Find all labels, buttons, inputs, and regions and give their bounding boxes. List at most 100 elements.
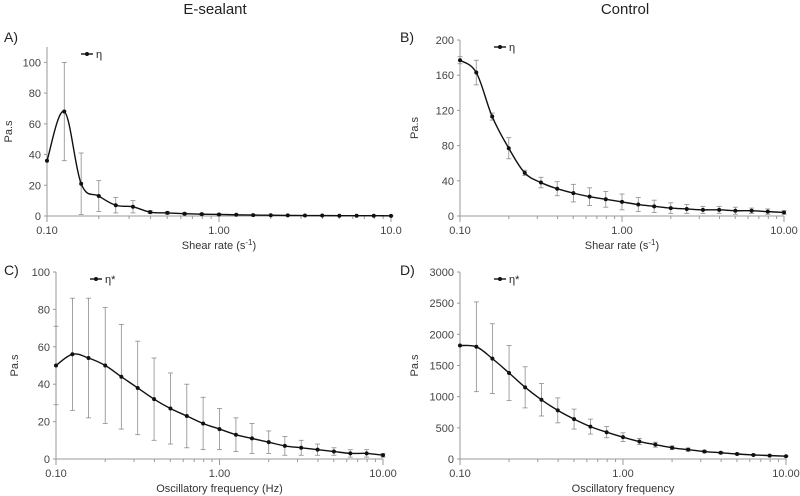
data-point — [621, 435, 625, 440]
y-tick-label: 3000 — [430, 267, 454, 279]
y-tick-label: 1500 — [430, 361, 454, 373]
data-point — [249, 436, 254, 441]
data-point — [603, 197, 608, 202]
x-tick-label: 0.10 — [449, 225, 470, 237]
data-point — [152, 397, 157, 402]
data-point — [217, 212, 221, 217]
data-point — [555, 408, 560, 413]
data-point — [474, 70, 479, 75]
y-axis-label: Pa.s — [9, 354, 21, 377]
data-point — [389, 213, 393, 218]
x-axis-label: Shear rate (s-1) — [585, 238, 659, 252]
data-point — [588, 424, 593, 429]
series-line — [459, 59, 785, 214]
data-point — [765, 209, 770, 214]
data-point — [490, 356, 495, 361]
y-tick-label: 160 — [436, 70, 454, 82]
legend-label: η* — [509, 274, 520, 286]
x-tick-label: 1.00 — [209, 468, 230, 480]
x-tick-label: 1.00 — [611, 225, 632, 237]
x-axis-label: Shear rate (s-1) — [182, 238, 256, 252]
y-tick-label: 20 — [29, 180, 41, 192]
data-point — [636, 202, 641, 207]
legend-label: η — [509, 42, 515, 54]
x-axis-label-text: Shear rate (s — [585, 240, 649, 252]
panel-letter: A) — [4, 29, 18, 45]
data-point — [62, 109, 67, 114]
data-point — [767, 453, 772, 458]
data-point — [782, 210, 786, 215]
column-title-left: E-sealant — [183, 1, 247, 18]
data-point — [364, 451, 369, 456]
y-tick-label: 80 — [29, 88, 41, 100]
data-point — [670, 445, 675, 450]
data-point — [523, 385, 528, 390]
data-point — [165, 210, 170, 215]
data-point — [233, 432, 238, 437]
data-point — [201, 421, 206, 426]
y-tick-label: 0 — [448, 211, 454, 223]
data-point — [735, 452, 740, 457]
data-point — [371, 213, 376, 218]
chart-panel-2: B) 0 40 80 120 160 200 0.10 1.00 10.00 Shear rate … — [400, 29, 798, 252]
x-axis-label-text: Shear rate (s — [182, 240, 246, 252]
legend-marker — [498, 45, 502, 49]
data-point — [686, 447, 691, 452]
data-point — [733, 208, 738, 213]
data-point — [282, 443, 287, 448]
data-point — [571, 191, 576, 196]
data-point — [637, 439, 642, 444]
data-point — [168, 406, 173, 411]
x-axis-label-text: Oscillatory frequency (Hz) — [156, 483, 283, 495]
data-point — [490, 114, 495, 119]
y-tick-label: 1000 — [430, 392, 454, 404]
y-tick-label: 2000 — [430, 329, 454, 341]
data-point — [320, 213, 325, 218]
data-point — [234, 212, 239, 217]
data-point — [148, 210, 153, 215]
data-point — [251, 213, 256, 218]
x-axis-label-end: ) — [253, 240, 257, 252]
data-point — [96, 194, 101, 199]
legend-marker — [94, 277, 98, 281]
y-tick-label: 80 — [38, 304, 50, 316]
data-point — [717, 207, 722, 212]
data-point — [668, 206, 673, 211]
data-point — [113, 203, 118, 208]
data-point — [184, 413, 189, 418]
data-point — [620, 199, 624, 204]
x-axis-label-sup: -1 — [245, 238, 253, 247]
data-point — [199, 212, 204, 217]
y-tick-label: 40 — [38, 379, 50, 391]
data-point — [354, 213, 359, 218]
legend: η* — [494, 274, 520, 286]
legend-marker — [85, 52, 89, 56]
data-point — [217, 427, 222, 432]
column-title-right: Control — [601, 1, 649, 18]
data-point — [130, 204, 135, 209]
x-tick-label: 1.00 — [208, 225, 229, 237]
legend-label: η* — [105, 274, 116, 286]
data-point — [86, 356, 91, 361]
data-point — [381, 453, 385, 458]
data-point — [268, 213, 273, 218]
x-axis-label-sup: -1 — [648, 238, 656, 247]
panel-letter: B) — [400, 29, 414, 45]
y-tick-label: 40 — [29, 150, 41, 162]
data-point — [103, 363, 108, 368]
y-tick-label: 40 — [442, 176, 454, 188]
x-tick-label: 0.10 — [36, 225, 57, 237]
data-point — [315, 447, 320, 452]
data-point — [337, 213, 342, 218]
data-point — [299, 445, 304, 450]
data-point — [331, 449, 336, 454]
data-point — [555, 186, 560, 191]
data-point — [653, 442, 658, 447]
y-axis-label: Pa.s — [409, 116, 421, 139]
data-point — [702, 449, 707, 454]
x-tick-label: 0.10 — [45, 468, 66, 480]
data-point — [652, 204, 657, 209]
y-axis-label: Pa.s — [409, 354, 421, 377]
data-point — [45, 158, 49, 163]
data-point — [70, 352, 75, 357]
